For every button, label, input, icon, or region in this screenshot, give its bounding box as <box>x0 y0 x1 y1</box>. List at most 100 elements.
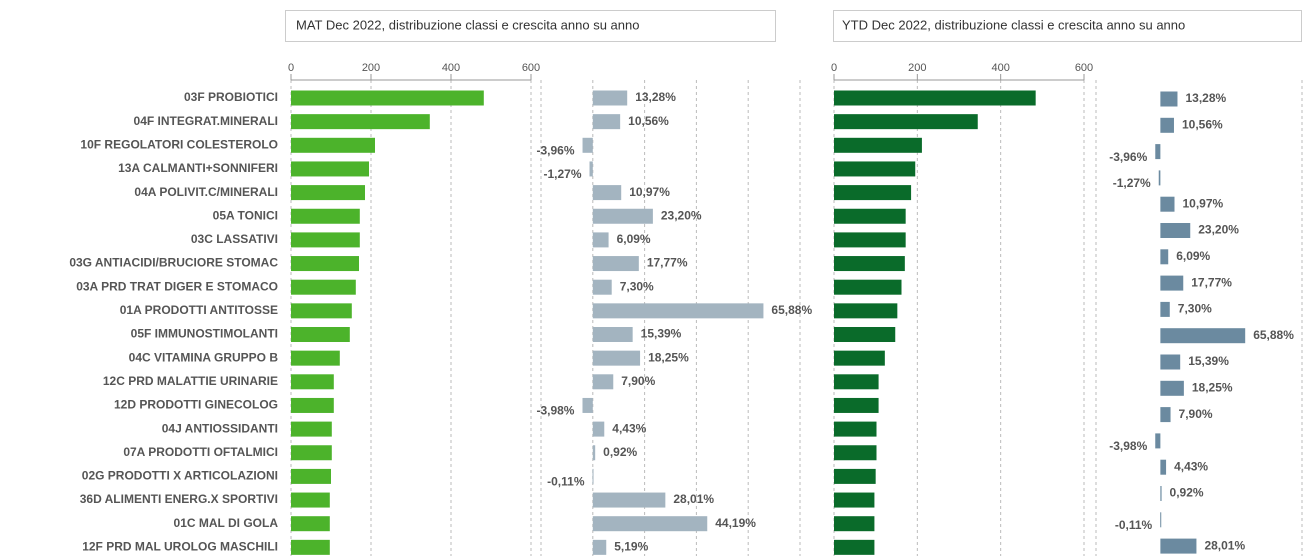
category-label: 05A TONICI <box>213 208 278 222</box>
bar <box>1160 275 1184 291</box>
bar <box>834 327 896 342</box>
bar <box>834 350 885 366</box>
bar <box>1160 328 1246 344</box>
data-label: 5,19% <box>614 540 648 554</box>
bar <box>834 516 875 532</box>
data-label: 7,30% <box>620 279 654 293</box>
x-tick-label: 600 <box>1075 62 1093 74</box>
bar <box>291 185 365 201</box>
category-label: 04J ANTIOSSIDANTI <box>162 421 278 435</box>
data-label: -3,98% <box>536 404 574 418</box>
x-tick-label: 400 <box>991 62 1009 74</box>
data-label: 10,56% <box>1182 117 1223 131</box>
bar <box>834 445 877 461</box>
data-label: 23,20% <box>1198 223 1239 237</box>
data-label: 17,77% <box>1191 275 1232 289</box>
bar <box>592 468 594 484</box>
bar <box>291 445 332 461</box>
bar <box>592 232 609 248</box>
x-tick-label: 600 <box>522 62 540 74</box>
bar <box>1160 354 1181 370</box>
bar <box>592 327 633 342</box>
bar <box>1155 144 1161 160</box>
data-label: 18,25% <box>648 350 689 364</box>
bar <box>291 468 331 484</box>
bar <box>1160 117 1174 133</box>
bar <box>834 303 898 319</box>
bar <box>291 232 360 248</box>
category-label: 02G PRODOTTI X ARTICOLAZIONI <box>82 469 278 483</box>
data-label: 0,92% <box>603 445 637 459</box>
category-label: 04F INTEGRAT.MINERALI <box>134 114 278 128</box>
category-label: 36D ALIMENTI ENERG.X SPORTIVI <box>80 492 278 506</box>
bar <box>834 421 877 437</box>
bar <box>1160 538 1197 554</box>
bar <box>291 421 332 437</box>
bar <box>592 114 621 130</box>
data-label: 15,39% <box>641 327 682 341</box>
bar <box>291 397 334 413</box>
bar <box>1160 196 1175 212</box>
data-label: 0,92% <box>1170 486 1204 500</box>
bar <box>592 90 628 106</box>
x-tick-label: 400 <box>442 62 460 74</box>
data-label: 10,97% <box>1182 196 1223 210</box>
category-label: 10F REGOLATORI COLESTEROLO <box>80 137 278 151</box>
category-label: 03C LASSATIVI <box>191 232 278 246</box>
category-label: 03A PRD TRAT DIGER E STOMACO <box>76 279 278 293</box>
bar <box>592 492 666 508</box>
category-label: 03F PROBIOTICI <box>184 90 278 104</box>
bar <box>1160 512 1162 528</box>
bar <box>1160 91 1178 107</box>
data-label: 65,88% <box>1253 328 1294 342</box>
bar <box>291 161 369 177</box>
bar <box>291 90 484 106</box>
bar <box>582 397 593 413</box>
data-label: 18,25% <box>1192 380 1233 394</box>
data-label: 6,09% <box>1176 249 1210 263</box>
category-label: 04A POLIVIT.C/MINERALI <box>134 185 278 199</box>
data-label: 23,20% <box>661 208 702 222</box>
bar <box>592 445 596 461</box>
bar <box>582 137 593 153</box>
category-label: 07A PRODOTTI OFTALMICI <box>123 445 278 459</box>
chart-title: YTD Dec 2022, distribuzione classi e cre… <box>842 17 1185 32</box>
data-label: 10,97% <box>629 185 670 199</box>
bar <box>1155 433 1161 449</box>
data-label: 44,19% <box>715 516 756 530</box>
category-label: 12F PRD MAL UROLOG MASCHILI <box>82 540 278 554</box>
bar <box>592 539 607 555</box>
bar <box>1160 223 1191 238</box>
bar <box>291 303 352 319</box>
bar <box>834 256 905 272</box>
bar <box>834 279 902 295</box>
bar <box>291 114 430 130</box>
bar <box>1160 249 1169 265</box>
bar <box>592 421 605 437</box>
bar <box>834 137 922 153</box>
x-tick-label: 200 <box>362 62 380 74</box>
category-label: 01C MAL DI GOLA <box>174 516 279 530</box>
bar <box>1160 459 1167 475</box>
bar <box>834 114 978 130</box>
bar <box>1160 301 1170 317</box>
bar <box>834 397 879 413</box>
bar <box>291 137 375 153</box>
bar <box>1160 486 1162 501</box>
title-box <box>833 10 1302 42</box>
data-label: 65,88% <box>771 303 812 317</box>
bar <box>291 279 356 295</box>
data-label: 4,43% <box>1174 459 1208 473</box>
bar <box>834 161 916 177</box>
bar <box>291 327 350 342</box>
data-label: 4,43% <box>612 421 646 435</box>
bar <box>1160 407 1171 423</box>
data-label: -1,27% <box>543 167 581 181</box>
data-label: 28,01% <box>673 492 714 506</box>
category-label: 04C VITAMINA GRUPPO B <box>129 350 279 364</box>
bar <box>589 161 593 177</box>
bar <box>592 185 622 201</box>
bar <box>592 350 641 366</box>
bar <box>291 539 330 555</box>
